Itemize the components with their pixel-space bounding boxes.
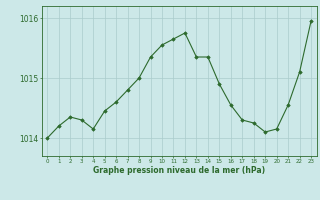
X-axis label: Graphe pression niveau de la mer (hPa): Graphe pression niveau de la mer (hPa) xyxy=(93,166,265,175)
